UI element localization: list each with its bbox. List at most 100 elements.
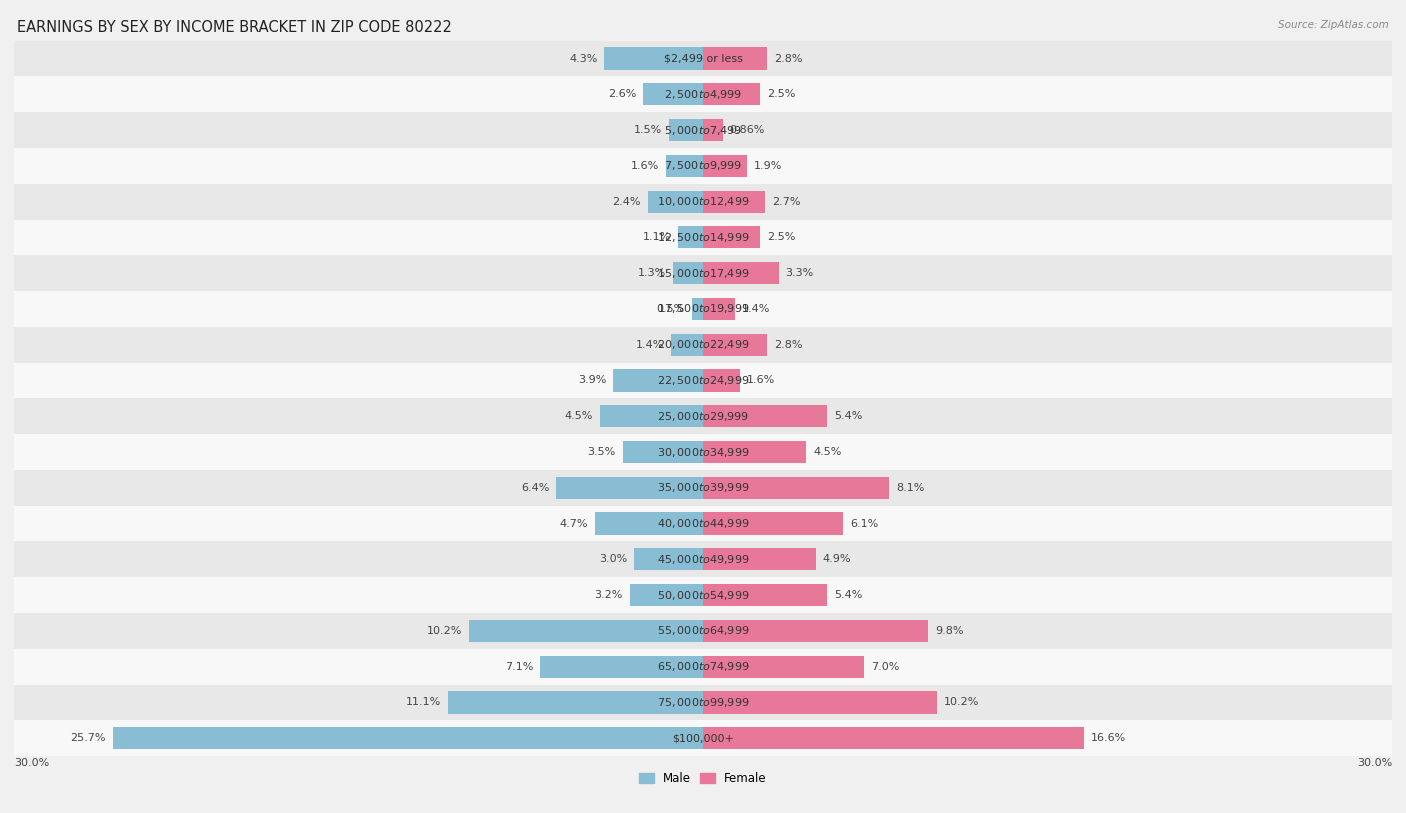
Bar <box>703 548 815 571</box>
Bar <box>630 584 703 606</box>
Text: 25.7%: 25.7% <box>70 733 105 743</box>
Bar <box>703 476 889 499</box>
Text: 16.6%: 16.6% <box>1091 733 1126 743</box>
Bar <box>671 333 703 356</box>
Bar <box>14 398 1392 434</box>
Text: 4.5%: 4.5% <box>813 447 842 457</box>
Text: 2.7%: 2.7% <box>772 197 800 207</box>
Bar <box>703 333 768 356</box>
Bar <box>14 220 1392 255</box>
Text: $15,000 to $17,499: $15,000 to $17,499 <box>657 267 749 280</box>
Bar <box>692 298 703 320</box>
Text: 2.8%: 2.8% <box>775 340 803 350</box>
Text: $12,500 to $14,999: $12,500 to $14,999 <box>657 231 749 244</box>
Bar <box>14 327 1392 363</box>
Text: 30.0%: 30.0% <box>14 758 49 768</box>
Bar <box>673 262 703 285</box>
Text: 3.2%: 3.2% <box>595 590 623 600</box>
Bar <box>14 148 1392 184</box>
Text: $35,000 to $39,999: $35,000 to $39,999 <box>657 481 749 494</box>
Bar <box>14 76 1392 112</box>
Text: 4.7%: 4.7% <box>560 519 588 528</box>
Bar <box>595 512 703 535</box>
Text: 9.8%: 9.8% <box>935 626 963 636</box>
Text: 5.4%: 5.4% <box>834 590 862 600</box>
Bar <box>14 184 1392 220</box>
Text: 10.2%: 10.2% <box>426 626 461 636</box>
Text: $30,000 to $34,999: $30,000 to $34,999 <box>657 446 749 459</box>
Text: 8.1%: 8.1% <box>896 483 924 493</box>
Bar <box>703 226 761 249</box>
Text: EARNINGS BY SEX BY INCOME BRACKET IN ZIP CODE 80222: EARNINGS BY SEX BY INCOME BRACKET IN ZIP… <box>17 20 451 35</box>
Bar <box>14 541 1392 577</box>
Text: 3.3%: 3.3% <box>786 268 814 278</box>
Bar <box>703 727 1084 750</box>
Text: $65,000 to $74,999: $65,000 to $74,999 <box>657 660 749 673</box>
Bar <box>703 190 765 213</box>
Text: 2.6%: 2.6% <box>607 89 637 99</box>
Text: 2.8%: 2.8% <box>775 54 803 63</box>
Text: 4.3%: 4.3% <box>569 54 598 63</box>
Text: $2,500 to $4,999: $2,500 to $4,999 <box>664 88 742 101</box>
Text: 5.4%: 5.4% <box>834 411 862 421</box>
Bar <box>14 720 1392 756</box>
Bar <box>14 577 1392 613</box>
Text: $7,500 to $9,999: $7,500 to $9,999 <box>664 159 742 172</box>
Bar <box>14 613 1392 649</box>
Text: 4.9%: 4.9% <box>823 554 851 564</box>
Bar <box>703 119 723 141</box>
Text: 1.4%: 1.4% <box>742 304 770 314</box>
Text: 7.1%: 7.1% <box>505 662 533 672</box>
Bar <box>644 83 703 106</box>
Text: 4.5%: 4.5% <box>564 411 593 421</box>
Bar <box>623 441 703 463</box>
Text: 1.5%: 1.5% <box>634 125 662 135</box>
Bar <box>669 119 703 141</box>
Bar <box>703 262 779 285</box>
Text: 1.1%: 1.1% <box>643 233 671 242</box>
Bar <box>703 655 863 678</box>
Text: 3.5%: 3.5% <box>588 447 616 457</box>
Text: $100,000+: $100,000+ <box>672 733 734 743</box>
Text: 0.86%: 0.86% <box>730 125 765 135</box>
Text: $40,000 to $44,999: $40,000 to $44,999 <box>657 517 749 530</box>
Bar <box>468 620 703 642</box>
Text: 1.3%: 1.3% <box>638 268 666 278</box>
Text: Source: ZipAtlas.com: Source: ZipAtlas.com <box>1278 20 1389 30</box>
Bar <box>666 154 703 177</box>
Bar <box>703 83 761 106</box>
Bar <box>703 441 807 463</box>
Text: 11.1%: 11.1% <box>406 698 441 707</box>
Text: $5,000 to $7,499: $5,000 to $7,499 <box>664 124 742 137</box>
Bar <box>14 685 1392 720</box>
Bar <box>678 226 703 249</box>
Bar <box>14 363 1392 398</box>
Text: 6.4%: 6.4% <box>520 483 550 493</box>
Text: 2.5%: 2.5% <box>768 89 796 99</box>
Text: 1.9%: 1.9% <box>754 161 782 171</box>
Text: $55,000 to $64,999: $55,000 to $64,999 <box>657 624 749 637</box>
Bar <box>14 255 1392 291</box>
Text: 7.0%: 7.0% <box>870 662 898 672</box>
Bar <box>703 154 747 177</box>
Bar <box>648 190 703 213</box>
Bar <box>14 470 1392 506</box>
Bar <box>112 727 703 750</box>
Text: $10,000 to $12,499: $10,000 to $12,499 <box>657 195 749 208</box>
Text: 10.2%: 10.2% <box>945 698 980 707</box>
Text: 30.0%: 30.0% <box>1357 758 1392 768</box>
Legend: Male, Female: Male, Female <box>634 767 772 789</box>
Bar <box>703 405 827 428</box>
Bar <box>634 548 703 571</box>
Text: 1.6%: 1.6% <box>747 376 775 385</box>
Bar <box>14 291 1392 327</box>
Text: $45,000 to $49,999: $45,000 to $49,999 <box>657 553 749 566</box>
Text: 3.9%: 3.9% <box>578 376 606 385</box>
Bar <box>703 369 740 392</box>
Bar <box>703 584 827 606</box>
Text: 3.0%: 3.0% <box>599 554 627 564</box>
Text: 6.1%: 6.1% <box>851 519 879 528</box>
Text: $17,500 to $19,999: $17,500 to $19,999 <box>657 302 749 315</box>
Bar <box>540 655 703 678</box>
Bar <box>555 476 703 499</box>
